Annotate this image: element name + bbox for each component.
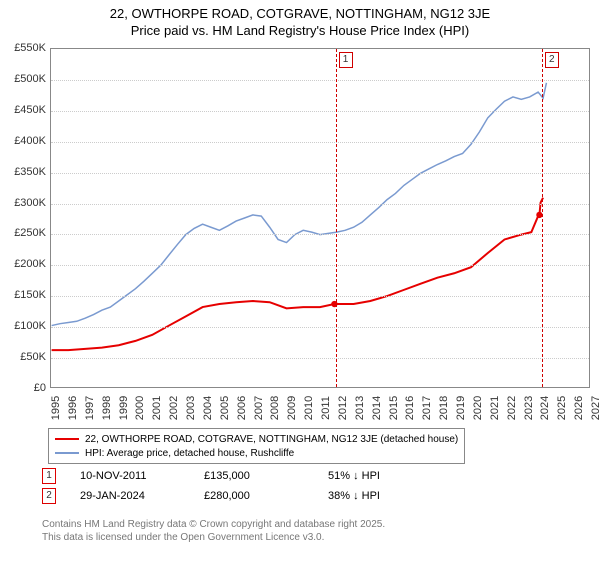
gridline xyxy=(51,111,589,112)
plot-area: 12 xyxy=(50,48,590,388)
legend-swatch xyxy=(55,438,79,440)
sale-marker-line xyxy=(336,49,337,387)
gridline xyxy=(51,296,589,297)
chart: 12 £0£50K£100K£150K£200K£250K£300K£350K£… xyxy=(8,48,592,418)
sales-table: 1 10-NOV-2011 £135,000 51% ↓ HPI 2 29-JAN-202… xyxy=(42,466,428,506)
y-tick-label: £500K xyxy=(14,73,46,85)
sale-row-marker: 1 xyxy=(42,468,56,484)
sale-delta: 38% ↓ HPI xyxy=(328,490,428,502)
sale-price: £280,000 xyxy=(204,490,304,502)
y-tick-label: £50K xyxy=(20,351,46,363)
sale-marker-box: 1 xyxy=(339,52,353,68)
footer-line2: This data is licensed under the Open Gov… xyxy=(42,531,385,544)
y-tick-label: £250K xyxy=(14,227,46,239)
x-tick-label: 2003 xyxy=(185,396,197,420)
x-tick-label: 2004 xyxy=(202,396,214,420)
y-tick-label: £0 xyxy=(34,382,46,394)
x-tick-label: 2017 xyxy=(421,396,433,420)
sale-row: 1 10-NOV-2011 £135,000 51% ↓ HPI xyxy=(42,466,428,486)
x-tick-label: 1996 xyxy=(67,396,79,420)
x-tick-label: 2008 xyxy=(269,396,281,420)
x-tick-label: 2014 xyxy=(371,396,383,420)
x-tick-label: 2009 xyxy=(286,396,298,420)
gridline xyxy=(51,234,589,235)
footer-line1: Contains HM Land Registry data © Crown c… xyxy=(42,518,385,531)
legend: 22, OWTHORPE ROAD, COTGRAVE, NOTTINGHAM,… xyxy=(48,428,465,464)
chart-lines xyxy=(51,49,589,387)
x-tick-label: 2025 xyxy=(556,396,568,420)
gridline xyxy=(51,80,589,81)
gridline xyxy=(51,327,589,328)
y-tick-label: £200K xyxy=(14,258,46,270)
sale-marker-box: 2 xyxy=(545,52,559,68)
y-tick-label: £100K xyxy=(14,320,46,332)
x-tick-label: 2012 xyxy=(337,396,349,420)
x-tick-label: 2016 xyxy=(404,396,416,420)
legend-item: 22, OWTHORPE ROAD, COTGRAVE, NOTTINGHAM,… xyxy=(55,432,458,446)
x-tick-label: 2011 xyxy=(320,396,332,420)
x-tick-label: 2007 xyxy=(253,396,265,420)
x-tick-label: 2018 xyxy=(438,396,450,420)
x-tick-label: 2001 xyxy=(151,396,163,420)
y-tick-label: £400K xyxy=(14,135,46,147)
x-tick-label: 1999 xyxy=(118,396,130,420)
x-tick-label: 2026 xyxy=(573,396,585,420)
x-tick-label: 2000 xyxy=(134,396,146,420)
gridline xyxy=(51,358,589,359)
y-tick-label: £350K xyxy=(14,166,46,178)
x-tick-label: 2010 xyxy=(303,396,315,420)
sale-row: 2 29-JAN-2024 £280,000 38% ↓ HPI xyxy=(42,486,428,506)
gridline xyxy=(51,142,589,143)
legend-item: HPI: Average price, detached house, Rush… xyxy=(55,446,458,460)
sale-date: 29-JAN-2024 xyxy=(80,490,180,502)
x-tick-label: 2020 xyxy=(472,396,484,420)
x-tick-label: 2023 xyxy=(523,396,535,420)
x-tick-label: 1998 xyxy=(101,396,113,420)
title-line2: Price paid vs. HM Land Registry's House … xyxy=(0,23,600,38)
x-tick-label: 2022 xyxy=(506,396,518,420)
x-tick-label: 2019 xyxy=(455,396,467,420)
sale-marker-line xyxy=(542,49,543,387)
x-tick-label: 2002 xyxy=(168,396,180,420)
x-tick-label: 1995 xyxy=(50,396,62,420)
data-attribution: Contains HM Land Registry data © Crown c… xyxy=(42,518,385,544)
chart-title: 22, OWTHORPE ROAD, COTGRAVE, NOTTINGHAM,… xyxy=(0,6,600,38)
x-tick-label: 2006 xyxy=(236,396,248,420)
x-tick-label: 2024 xyxy=(539,396,551,420)
sale-delta: 51% ↓ HPI xyxy=(328,470,428,482)
y-tick-label: £550K xyxy=(14,42,46,54)
x-tick-label: 2015 xyxy=(388,396,400,420)
sale-price: £135,000 xyxy=(204,470,304,482)
x-tick-label: 2021 xyxy=(489,396,501,420)
y-tick-label: £150K xyxy=(14,289,46,301)
x-tick-label: 2027 xyxy=(590,396,600,420)
sale-marker-dot xyxy=(331,301,337,307)
gridline xyxy=(51,173,589,174)
x-tick-label: 1997 xyxy=(84,396,96,420)
gridline xyxy=(51,204,589,205)
y-tick-label: £450K xyxy=(14,104,46,116)
title-line1: 22, OWTHORPE ROAD, COTGRAVE, NOTTINGHAM,… xyxy=(0,6,600,21)
legend-label: 22, OWTHORPE ROAD, COTGRAVE, NOTTINGHAM,… xyxy=(85,434,458,445)
y-tick-label: £300K xyxy=(14,197,46,209)
x-tick-label: 2013 xyxy=(354,396,366,420)
legend-swatch xyxy=(55,452,79,454)
x-tick-label: 2005 xyxy=(219,396,231,420)
sale-row-marker: 2 xyxy=(42,488,56,504)
sale-date: 10-NOV-2011 xyxy=(80,470,180,482)
legend-label: HPI: Average price, detached house, Rush… xyxy=(85,448,294,459)
gridline xyxy=(51,265,589,266)
